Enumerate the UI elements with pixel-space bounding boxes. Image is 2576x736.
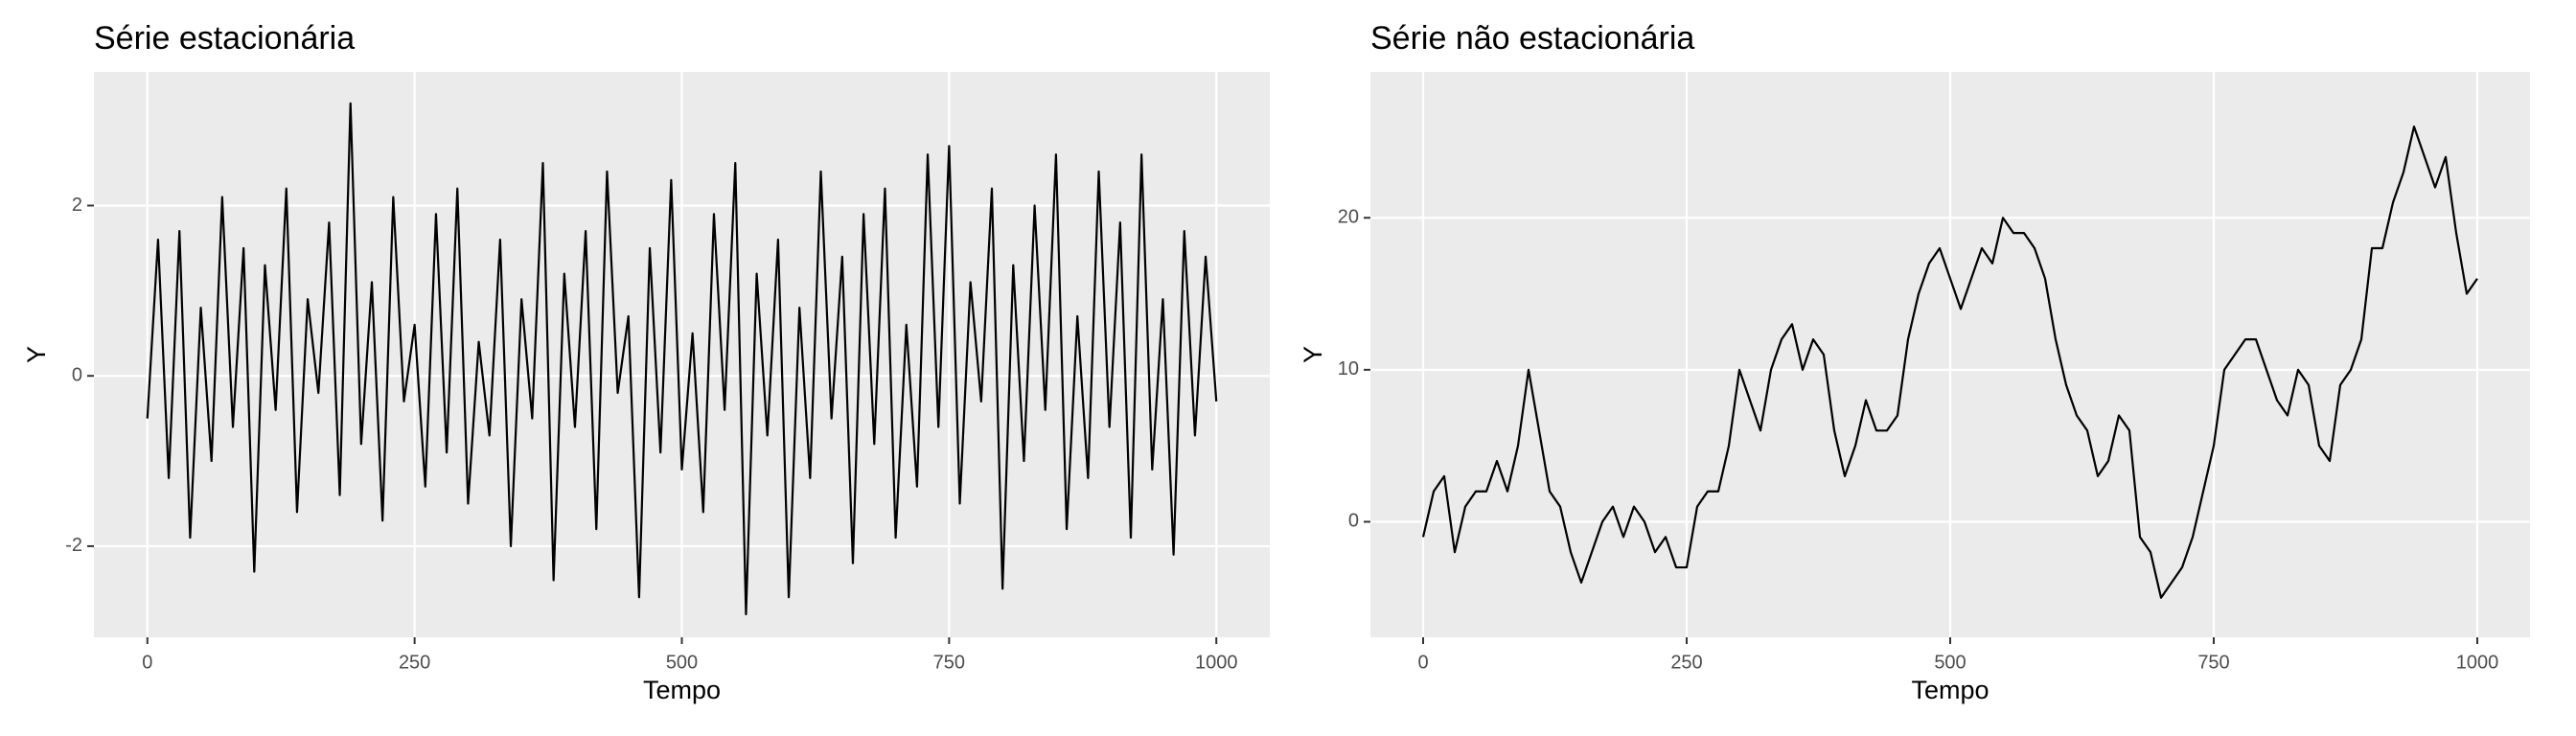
x-tick-label: 750 bbox=[933, 652, 965, 673]
y-axis-title: Y bbox=[1299, 346, 1327, 363]
y-tick-label: 20 bbox=[1338, 207, 1359, 228]
chart-title: Série não estacionária bbox=[1370, 20, 1694, 57]
series-line bbox=[1421, 126, 2478, 599]
y-tick-label: 0 bbox=[72, 364, 82, 385]
y-tick-label: 0 bbox=[1348, 511, 1359, 532]
x-tick-label: 500 bbox=[1934, 652, 1966, 673]
x-axis-title: Tempo bbox=[643, 676, 721, 704]
x-tick-label: 500 bbox=[666, 652, 698, 673]
x-tick-label: 0 bbox=[1417, 652, 1428, 673]
x-tick-label: 750 bbox=[2197, 652, 2229, 673]
x-axis-title: Tempo bbox=[1911, 676, 1989, 704]
y-tick-label: 10 bbox=[1338, 358, 1359, 380]
x-tick-label: 250 bbox=[399, 652, 430, 673]
x-tick-label: 250 bbox=[1670, 652, 1702, 673]
y-tick-label: -2 bbox=[65, 535, 82, 556]
chart-title: Série estacionária bbox=[94, 20, 355, 57]
y-tick-label: 2 bbox=[72, 195, 82, 216]
y-axis-title: Y bbox=[22, 346, 51, 363]
series-line bbox=[146, 102, 1218, 616]
x-tick-label: 1000 bbox=[2456, 652, 2499, 673]
x-tick-label: 0 bbox=[142, 652, 152, 673]
x-tick-label: 1000 bbox=[1195, 652, 1238, 673]
